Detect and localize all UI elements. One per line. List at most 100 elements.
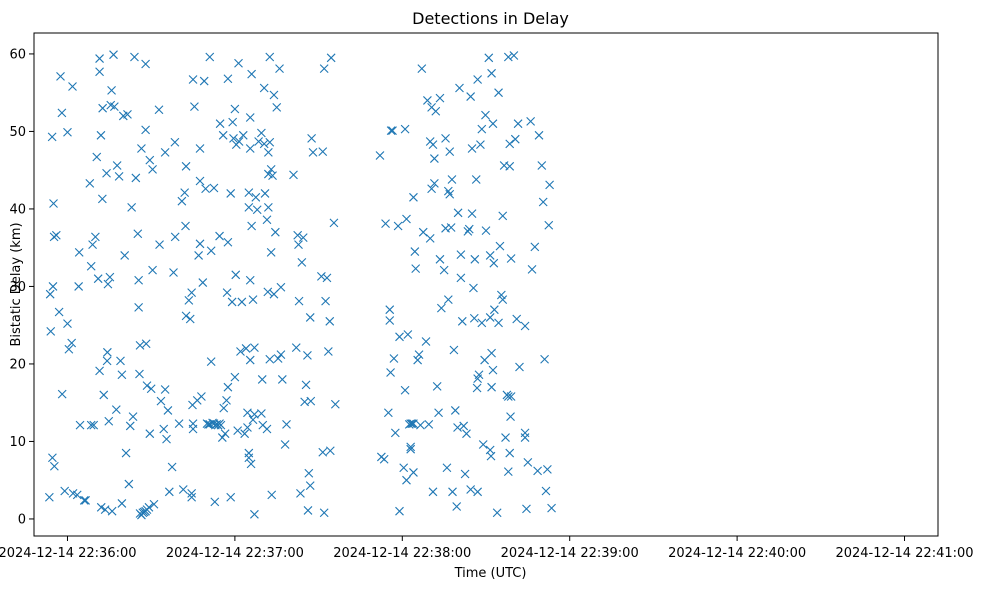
data-point bbox=[244, 202, 254, 212]
data-point bbox=[109, 50, 118, 60]
data-point bbox=[506, 392, 516, 401]
data-point bbox=[181, 221, 190, 231]
data-point bbox=[277, 375, 287, 384]
data-point bbox=[428, 140, 438, 149]
data-point bbox=[270, 227, 280, 237]
data-point bbox=[100, 505, 110, 515]
data-point bbox=[74, 282, 84, 291]
data-point bbox=[245, 355, 255, 365]
data-point bbox=[263, 147, 273, 157]
data-point bbox=[406, 444, 416, 454]
data-point bbox=[257, 409, 266, 418]
data-point bbox=[386, 368, 395, 377]
data-point bbox=[450, 406, 460, 415]
data-point bbox=[236, 347, 245, 356]
data-point bbox=[379, 454, 389, 464]
data-point bbox=[86, 420, 96, 430]
data-point bbox=[487, 348, 496, 358]
data-point bbox=[60, 486, 70, 496]
data-point bbox=[134, 302, 144, 312]
data-point bbox=[206, 246, 216, 256]
data-point bbox=[429, 178, 439, 188]
data-point bbox=[495, 241, 505, 251]
data-point bbox=[121, 448, 131, 458]
data-point bbox=[498, 295, 508, 305]
data-point bbox=[533, 466, 543, 476]
data-point bbox=[265, 52, 275, 62]
data-point bbox=[400, 385, 410, 395]
data-point bbox=[93, 274, 103, 284]
data-point bbox=[247, 69, 257, 79]
data-point bbox=[254, 137, 263, 146]
data-point bbox=[383, 408, 393, 418]
data-point bbox=[304, 468, 314, 478]
data-point bbox=[447, 175, 457, 184]
data-point bbox=[545, 180, 555, 190]
data-point bbox=[326, 53, 336, 63]
y-tick-label: 20 bbox=[9, 357, 26, 372]
data-point bbox=[325, 316, 335, 326]
data-point bbox=[160, 147, 170, 157]
data-point bbox=[434, 408, 443, 418]
data-point bbox=[187, 488, 197, 498]
data-point bbox=[485, 313, 495, 322]
data-point bbox=[268, 171, 277, 180]
data-point bbox=[49, 461, 59, 471]
data-point bbox=[99, 390, 109, 400]
data-point bbox=[262, 424, 272, 434]
data-point bbox=[48, 282, 58, 291]
data-point bbox=[46, 327, 56, 336]
data-point bbox=[429, 154, 439, 163]
data-point bbox=[515, 362, 524, 372]
data-point bbox=[180, 188, 190, 198]
data-point bbox=[385, 305, 395, 315]
data-point bbox=[303, 506, 313, 515]
data-point bbox=[453, 208, 463, 218]
data-point bbox=[541, 486, 551, 496]
data-point bbox=[265, 137, 275, 147]
data-point bbox=[291, 343, 301, 353]
data-point bbox=[155, 240, 164, 249]
data-point bbox=[425, 233, 435, 243]
x-tick-label: 2024-12-14 22:40:00 bbox=[668, 546, 806, 561]
data-point bbox=[298, 233, 308, 242]
data-point bbox=[245, 144, 255, 153]
data-point bbox=[128, 412, 138, 422]
data-point bbox=[501, 433, 510, 442]
data-point bbox=[102, 168, 111, 178]
data-point bbox=[215, 231, 224, 241]
data-point bbox=[423, 96, 432, 105]
data-point bbox=[243, 408, 252, 418]
data-point bbox=[174, 419, 184, 429]
data-point bbox=[406, 419, 416, 429]
data-point bbox=[167, 462, 177, 472]
data-point bbox=[390, 428, 400, 438]
data-point bbox=[381, 219, 390, 229]
data-point bbox=[125, 421, 135, 431]
data-point bbox=[75, 420, 85, 430]
data-point bbox=[446, 223, 456, 232]
data-point bbox=[441, 134, 450, 143]
data-point bbox=[322, 273, 332, 283]
data-point bbox=[145, 429, 155, 439]
data-point bbox=[459, 421, 469, 431]
data-point bbox=[506, 412, 515, 422]
data-point bbox=[130, 52, 139, 62]
data-point bbox=[435, 93, 445, 103]
data-point bbox=[244, 188, 254, 198]
data-point bbox=[276, 350, 286, 360]
data-point bbox=[537, 161, 547, 170]
data-point bbox=[414, 350, 424, 360]
data-point bbox=[95, 67, 104, 77]
data-point bbox=[494, 88, 503, 98]
data-point bbox=[542, 464, 552, 474]
data-point bbox=[89, 420, 99, 430]
data-point bbox=[503, 392, 513, 401]
data-point bbox=[265, 354, 275, 364]
data-point bbox=[228, 117, 238, 127]
data-point bbox=[530, 242, 540, 252]
data-point bbox=[452, 502, 462, 511]
data-point bbox=[375, 151, 385, 160]
data-point bbox=[325, 446, 335, 456]
data-point bbox=[431, 106, 441, 116]
